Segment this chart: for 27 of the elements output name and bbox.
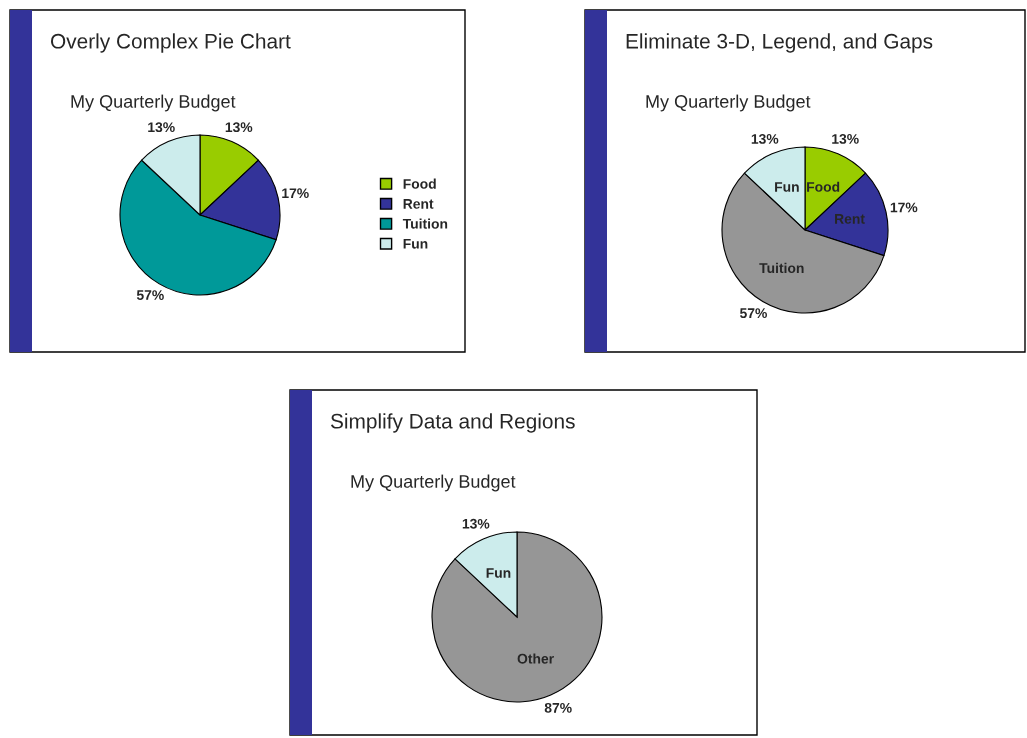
data-label: 13% xyxy=(225,122,253,133)
data-label: 13% xyxy=(751,134,779,144)
pie-slice xyxy=(431,531,603,703)
data-label: 13% xyxy=(462,518,490,529)
chart-subtitle: My Quarterly Budget xyxy=(646,94,811,112)
data-label: 87% xyxy=(544,702,572,713)
data-label: 13% xyxy=(148,122,175,133)
chart-title: Simplify Data and Regions xyxy=(330,413,575,433)
legend-label: Fun xyxy=(403,239,428,249)
slice-label: Tuition xyxy=(759,262,804,274)
chart-subtitle: My Quarterly Budget xyxy=(71,94,236,112)
data-label: 17% xyxy=(282,188,309,199)
slice-label: Fun xyxy=(486,568,511,578)
legend-label: Tuition xyxy=(402,218,448,229)
slice-label: Other xyxy=(517,653,554,664)
legend-label: Food xyxy=(403,178,436,189)
slice-label: Food xyxy=(807,181,840,192)
slice-label: Fun xyxy=(775,182,799,192)
data-label: 17% xyxy=(890,202,918,213)
data-label: 57% xyxy=(739,308,767,319)
data-label: 13% xyxy=(832,134,859,144)
data-label: 57% xyxy=(136,290,164,300)
chart-title: Overly Complex Pie Chart xyxy=(50,33,291,53)
chart-subtitle: My Quarterly Budget xyxy=(351,474,516,492)
slice-label: Rent xyxy=(835,214,865,224)
legend-label: Rent xyxy=(403,199,434,209)
chart-title: Eliminate 3-D, Legend, and Gaps xyxy=(626,33,933,53)
